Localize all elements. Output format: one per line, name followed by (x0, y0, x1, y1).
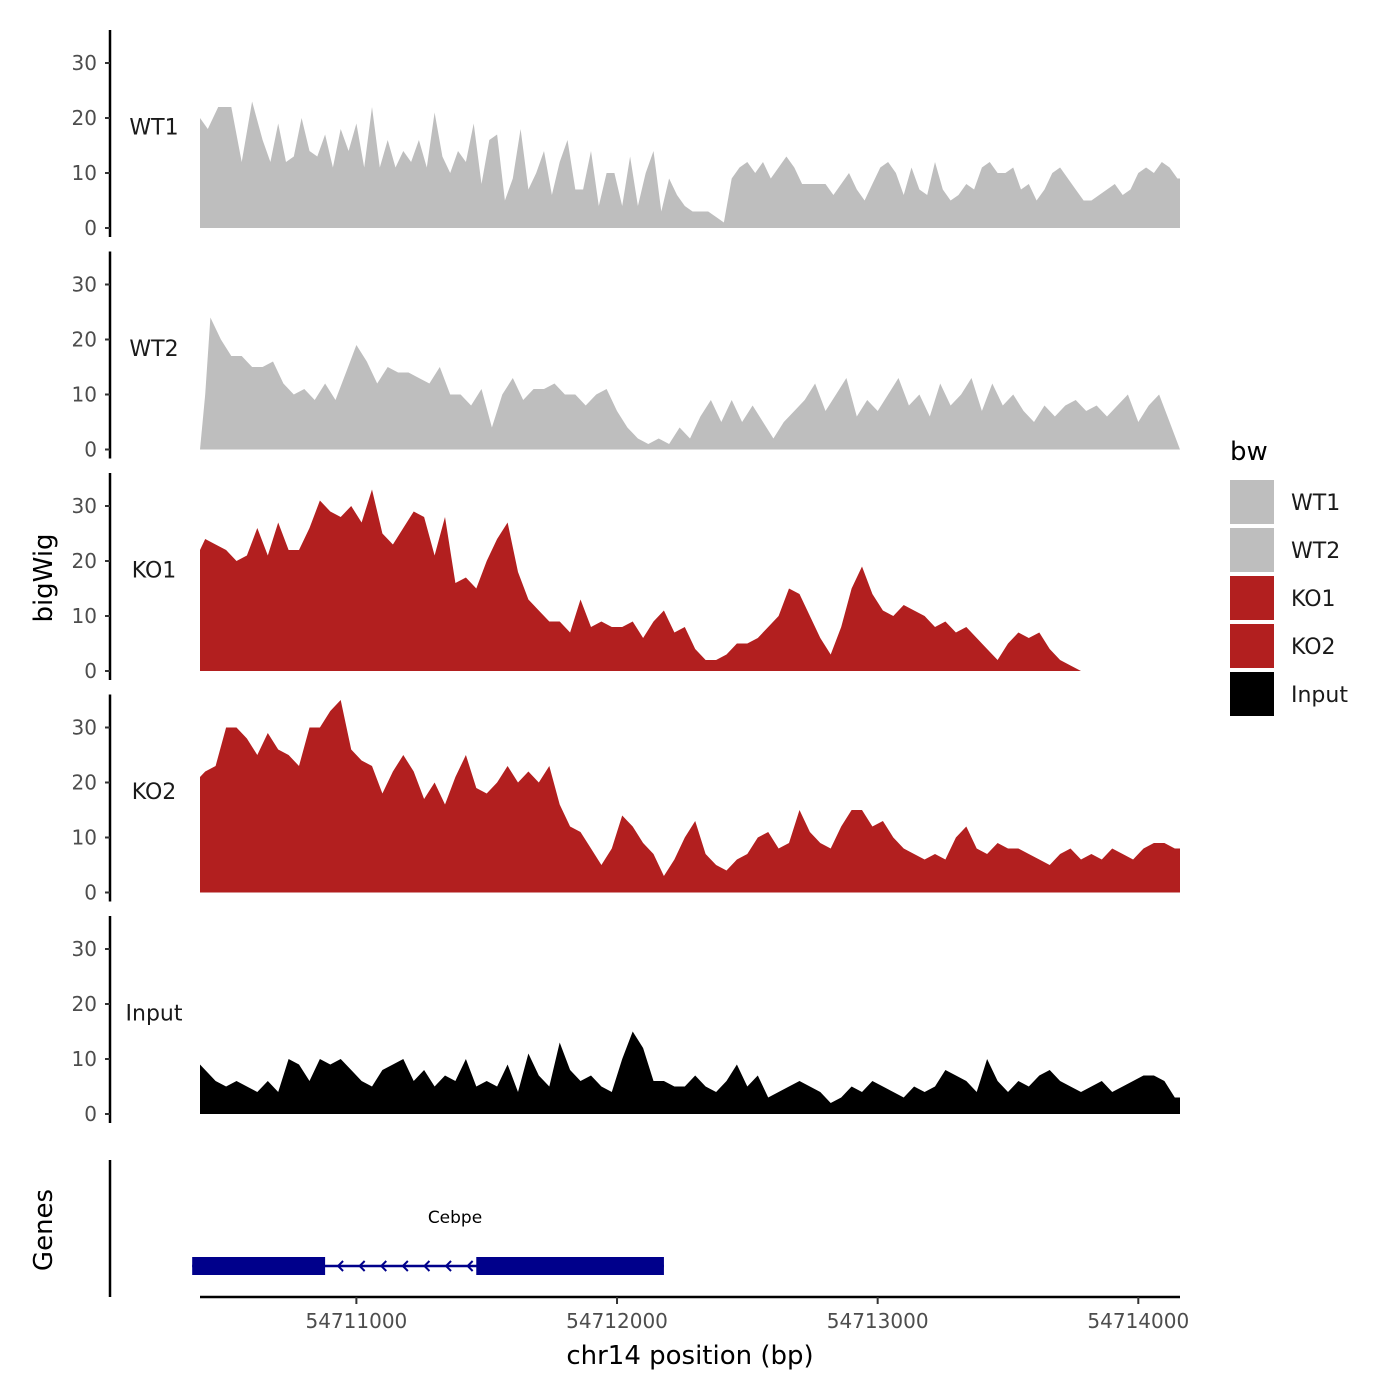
track-wt1: 0 10 20 30 WT1 (72, 30, 1180, 240)
track-ko1: 0 10 20 30 KO1 (72, 473, 1180, 683)
legend-swatch-input (1230, 672, 1274, 716)
coverage-area-wt1 (200, 101, 1180, 228)
coverage-area-input (200, 1031, 1180, 1114)
legend-label-ko1: KO1 (1291, 587, 1336, 612)
y-tick-label: 30 (72, 716, 97, 740)
legend-swatch-wt2 (1230, 528, 1274, 572)
y-tick-label: 0 (84, 216, 97, 240)
legend-swatch-ko1 (1230, 576, 1274, 620)
strand-arrow (444, 1260, 452, 1272)
track-label-ko1: KO1 (132, 559, 177, 584)
legend-swatch-ko2 (1230, 624, 1274, 668)
y-tick-label: 0 (84, 659, 97, 683)
track-label-input: Input (126, 1002, 183, 1027)
y-tick-label: 10 (72, 1047, 97, 1071)
strand-arrow (466, 1260, 474, 1272)
strand-arrow (423, 1260, 431, 1272)
gene-cebpe: Cebpe (192, 1208, 664, 1275)
y-tick-label: 20 (72, 549, 97, 573)
y-axis-title: bigWig (29, 533, 59, 622)
y-tick-label: 10 (72, 604, 97, 628)
y-tick-label: 10 (72, 161, 97, 185)
track-label-ko2: KO2 (132, 780, 177, 805)
strand-arrow (336, 1260, 344, 1272)
x-tick-label: 54712000 (566, 1309, 668, 1333)
strand-arrow (358, 1260, 366, 1272)
x-tick-label: 54714000 (1087, 1309, 1189, 1333)
legend-label-ko2: KO2 (1291, 635, 1336, 660)
y-tick-label: 20 (72, 106, 97, 130)
legend: bw WT1 WT2 KO1 KO2 Input (1230, 437, 1348, 716)
coverage-area-wt2 (200, 317, 1180, 450)
coverage-area-ko1 (200, 489, 1180, 671)
y-tick-label: 30 (72, 273, 97, 297)
y-tick-label: 20 (72, 992, 97, 1016)
y-tick-label: 10 (72, 826, 97, 850)
legend-label-wt1: WT1 (1291, 491, 1340, 516)
track-input: 0 10 20 30 Input (72, 916, 1180, 1126)
y-tick-label: 30 (72, 51, 97, 75)
y-tick-label: 30 (72, 494, 97, 518)
y-tick-label: 20 (72, 328, 97, 352)
legend-swatch-wt1 (1230, 480, 1274, 524)
coverage-area-ko2 (200, 700, 1180, 893)
gene-track: Cebpe (108, 1160, 664, 1297)
coverage-tracks: 0 10 20 30 WT1 0 10 20 30 WT2 0 10 20 30 KO1 0 10 20 30 KO2… (72, 30, 1180, 1126)
legend-label-input: Input (1291, 683, 1348, 708)
x-axis-title: chr14 position (bp) (566, 1341, 813, 1371)
gene-exon (476, 1257, 664, 1275)
strand-arrow (401, 1260, 409, 1272)
track-label-wt2: WT2 (129, 337, 178, 362)
track-label-wt1: WT1 (129, 116, 178, 141)
y-tick-label: 0 (84, 438, 97, 462)
strand-arrow (379, 1260, 387, 1272)
legend-title: bw (1230, 437, 1268, 467)
x-axis: 54711000 54712000 54713000 54714000 (200, 1295, 1189, 1333)
gene-name-label: Cebpe (428, 1208, 482, 1228)
y-tick-label: 30 (72, 937, 97, 961)
legend-label-wt2: WT2 (1291, 539, 1340, 564)
y-tick-label: 0 (84, 1102, 97, 1126)
x-tick-label: 54713000 (827, 1309, 929, 1333)
y-tick-label: 20 (72, 771, 97, 795)
gene-exon (192, 1257, 326, 1275)
gene-track-title: Genes (29, 1189, 59, 1271)
x-tick-label: 54711000 (305, 1309, 407, 1333)
track-wt2: 0 10 20 30 WT2 (72, 251, 1180, 462)
y-tick-label: 10 (72, 383, 97, 407)
y-tick-label: 0 (84, 881, 97, 905)
track-ko2: 0 10 20 30 KO2 (72, 694, 1180, 905)
